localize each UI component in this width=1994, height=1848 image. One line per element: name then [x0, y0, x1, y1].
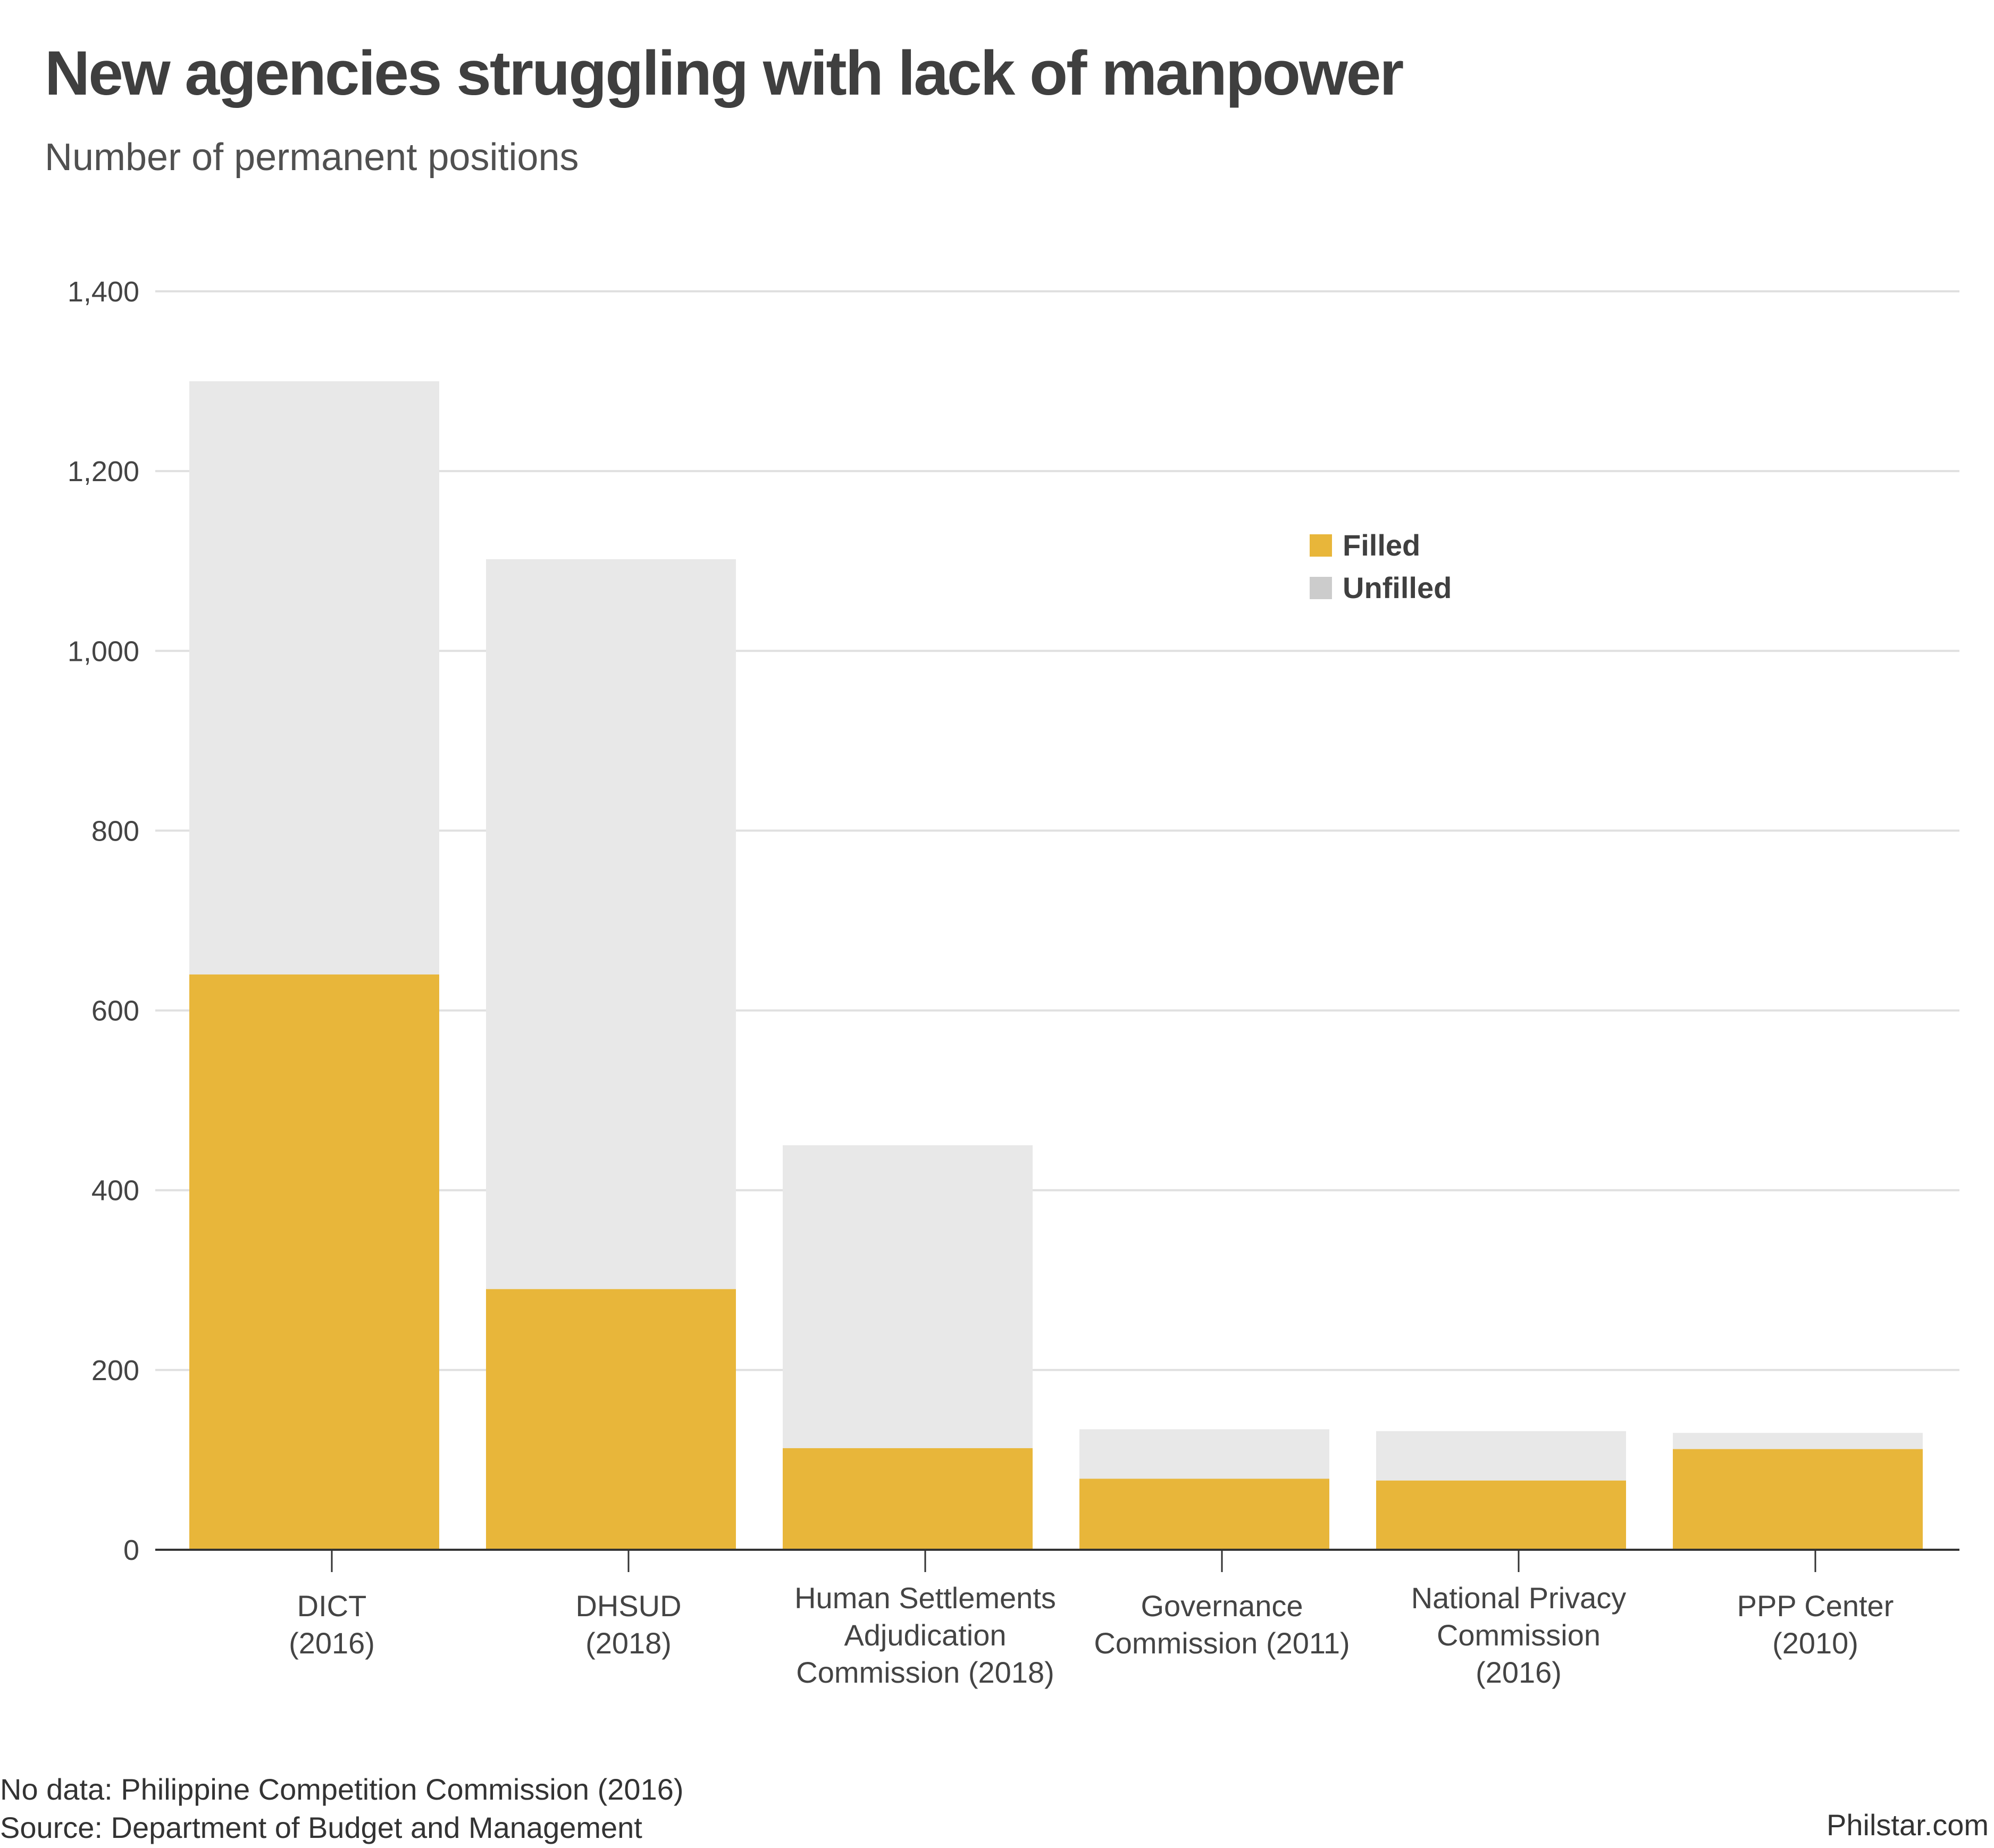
chart-subtitle: Number of permanent positions: [45, 136, 579, 179]
bar-unfilled: [1673, 1433, 1923, 1449]
x-category-label: Governance Commission (2011): [1094, 1589, 1350, 1660]
bar-filled: [1079, 1479, 1329, 1550]
bar-filled: [486, 1289, 736, 1550]
x-category-label-line: Governance: [1141, 1589, 1303, 1623]
x-category-label-line: Commission (2011): [1094, 1626, 1350, 1660]
chart-title: New agencies struggling with lack of man…: [45, 38, 1404, 108]
legend: Filled Unfilled: [1310, 528, 1452, 604]
x-category-label-line: Commission (2018): [796, 1656, 1054, 1689]
x-axis: [155, 1549, 1959, 1572]
bar-unfilled: [783, 1145, 1033, 1448]
bar-unfilled: [486, 559, 736, 1289]
y-axis-ticks: 0 200 400 600 800 1,000 1,200 1,400: [68, 276, 139, 1566]
y-tick-label: 1,200: [68, 456, 139, 488]
y-tick-label: 600: [91, 995, 139, 1027]
legend-label-filled: Filled: [1343, 528, 1420, 562]
bar-unfilled: [189, 381, 439, 975]
legend-swatch-filled: [1310, 534, 1332, 557]
y-tick-label: 0: [123, 1534, 139, 1566]
legend-label-unfilled: Unfilled: [1343, 571, 1452, 604]
footer-note: No data: Philippine Competition Commissi…: [0, 1773, 684, 1806]
gridlines: [155, 290, 1959, 1371]
y-tick-label: 400: [91, 1175, 139, 1207]
x-category-label-line: (2018): [585, 1626, 672, 1660]
x-category-label-line: (2016): [1476, 1656, 1562, 1689]
y-tick-label: 1,000: [68, 635, 139, 667]
bar-filled: [1673, 1449, 1923, 1550]
bar-filled: [189, 974, 439, 1550]
legend-swatch-unfilled: [1310, 577, 1332, 599]
x-category-label-line: National Privacy: [1411, 1581, 1627, 1615]
x-category-label: DICT (2016): [289, 1589, 375, 1660]
footer-source: Source: Department of Budget and Managem…: [0, 1811, 642, 1844]
x-category-label-line: Human Settlements: [794, 1581, 1056, 1615]
x-category-label: National Privacy Commission (2016): [1411, 1581, 1627, 1689]
y-tick-label: 800: [91, 815, 139, 847]
x-category-label-line: DHSUD: [575, 1589, 681, 1623]
x-category-label: PPP Center (2010): [1737, 1589, 1894, 1660]
bar-filled: [783, 1448, 1033, 1550]
x-category-label-line: DICT: [297, 1589, 367, 1623]
bar-unfilled: [1079, 1429, 1329, 1479]
bars: [189, 381, 1923, 1550]
x-category-label-line: (2016): [289, 1626, 375, 1660]
y-tick-label: 1,400: [68, 276, 139, 308]
x-category-label-line: (2010): [1772, 1626, 1858, 1660]
x-category-label-line: PPP Center: [1737, 1589, 1894, 1623]
x-category-label-line: Commission: [1437, 1618, 1601, 1652]
x-axis-labels: DICT (2016)DHSUD (2018)Human Settlements Ad…: [289, 1581, 1894, 1689]
bar-filled: [1376, 1480, 1626, 1550]
x-category-label: Human Settlements Adjudication Commission …: [794, 1581, 1056, 1689]
y-tick-label: 200: [91, 1355, 139, 1387]
x-category-label: DHSUD (2018): [575, 1589, 681, 1660]
x-category-label-line: Adjudication: [844, 1618, 1006, 1652]
bar-unfilled: [1376, 1431, 1626, 1481]
footer-credit: Philstar.com: [1827, 1808, 1989, 1842]
footer: No data: Philippine Competition Commissi…: [0, 1770, 684, 1847]
